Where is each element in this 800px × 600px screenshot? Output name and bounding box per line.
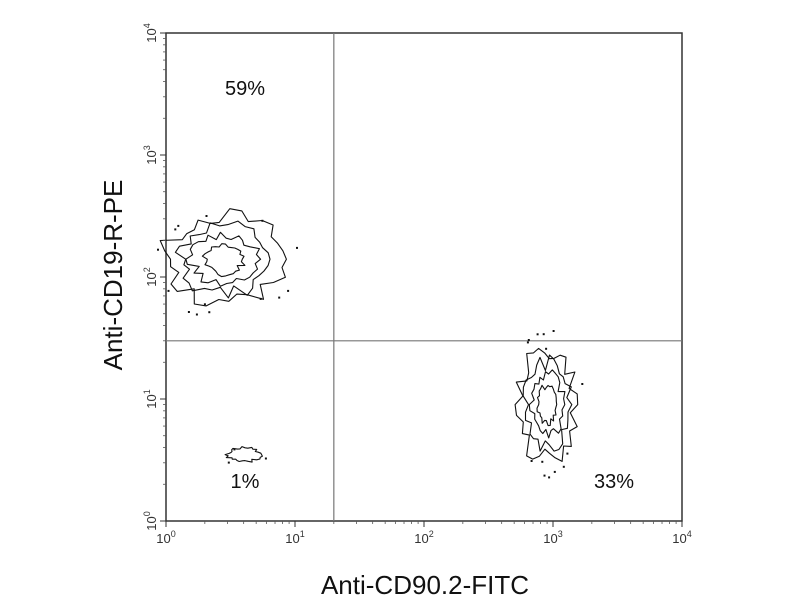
event-speck-lower-right (581, 383, 584, 385)
event-speck-upper-left (195, 313, 198, 316)
y-tick-label: 101 (142, 389, 159, 408)
event-speck-upper-left (177, 224, 180, 227)
quadrant-label-upper-left: 59% (225, 78, 265, 100)
contour-ring-upper-left (201, 243, 246, 278)
x-axis-ticks: 100 101 102 103 104 (156, 521, 692, 546)
x-tick-label: 102 (414, 529, 433, 546)
event-speck-upper-left (261, 219, 264, 222)
contour-ring-lower-left (224, 446, 263, 463)
event-speck-lower-right (553, 470, 556, 473)
y-tick-label: 103 (142, 145, 159, 164)
event-speck-upper-left (296, 246, 298, 249)
event-speck-lower-right (527, 339, 530, 341)
event-speck-lower-left (227, 461, 230, 464)
event-speck-upper-left (278, 296, 281, 299)
x-tick-label: 101 (285, 529, 304, 546)
x-tick-label: 103 (543, 529, 562, 546)
event-speck-lower-right (530, 460, 533, 462)
contour-ring-upper-left (185, 231, 262, 287)
event-speck-upper-left (157, 248, 159, 251)
event-speck-upper-left (187, 311, 190, 313)
plot-frame (165, 32, 683, 522)
event-speck-lower-right (536, 333, 539, 336)
event-speck-lower-right (566, 452, 569, 455)
contour-ring-lower-right (514, 347, 579, 462)
event-speck-lower-right (562, 465, 565, 468)
quadrant-label-lower-left: 1% (231, 471, 260, 493)
event-speck-lower-right (541, 460, 544, 463)
event-speck-upper-left (287, 289, 290, 292)
y-tick-label: 100 (142, 511, 159, 530)
quadrant-label-lower-right: 33% (594, 471, 634, 493)
event-speck-lower-right (548, 476, 551, 479)
y-axis-ticks: 100 101 102 103 104 (142, 23, 166, 531)
event-speck-lower-right (542, 333, 545, 336)
contour-ring-lower-right (522, 354, 573, 452)
event-speck-lower-right (543, 474, 546, 477)
x-tick-label: 100 (156, 529, 175, 546)
y-tick-label: 104 (142, 23, 159, 42)
x-axis-title: Anti-CD90.2-FITC (321, 570, 529, 600)
contour-ring-lower-right (536, 384, 558, 427)
event-speck-lower-right (545, 347, 548, 350)
event-speck-upper-left (174, 228, 177, 231)
event-speck-upper-left (259, 297, 262, 300)
event-speck-lower-left (264, 457, 267, 460)
event-speck-lower-right (526, 341, 529, 344)
event-speck-upper-left (205, 215, 208, 217)
contour-ring-upper-left (159, 208, 287, 307)
quadrant-gates (166, 33, 682, 521)
y-tick-label: 102 (142, 267, 159, 286)
event-speck-upper-left (167, 289, 170, 292)
event-speck-lower-left (233, 448, 236, 451)
event-speck-upper-left (208, 311, 211, 314)
event-speck-upper-left (203, 303, 206, 306)
contour-layer (157, 208, 584, 479)
contour-ring-lower-right (528, 369, 566, 439)
event-speck-lower-right (552, 330, 555, 332)
x-tick-label: 104 (672, 529, 691, 546)
y-axis-title: Anti-CD19-R-PE (98, 180, 128, 371)
